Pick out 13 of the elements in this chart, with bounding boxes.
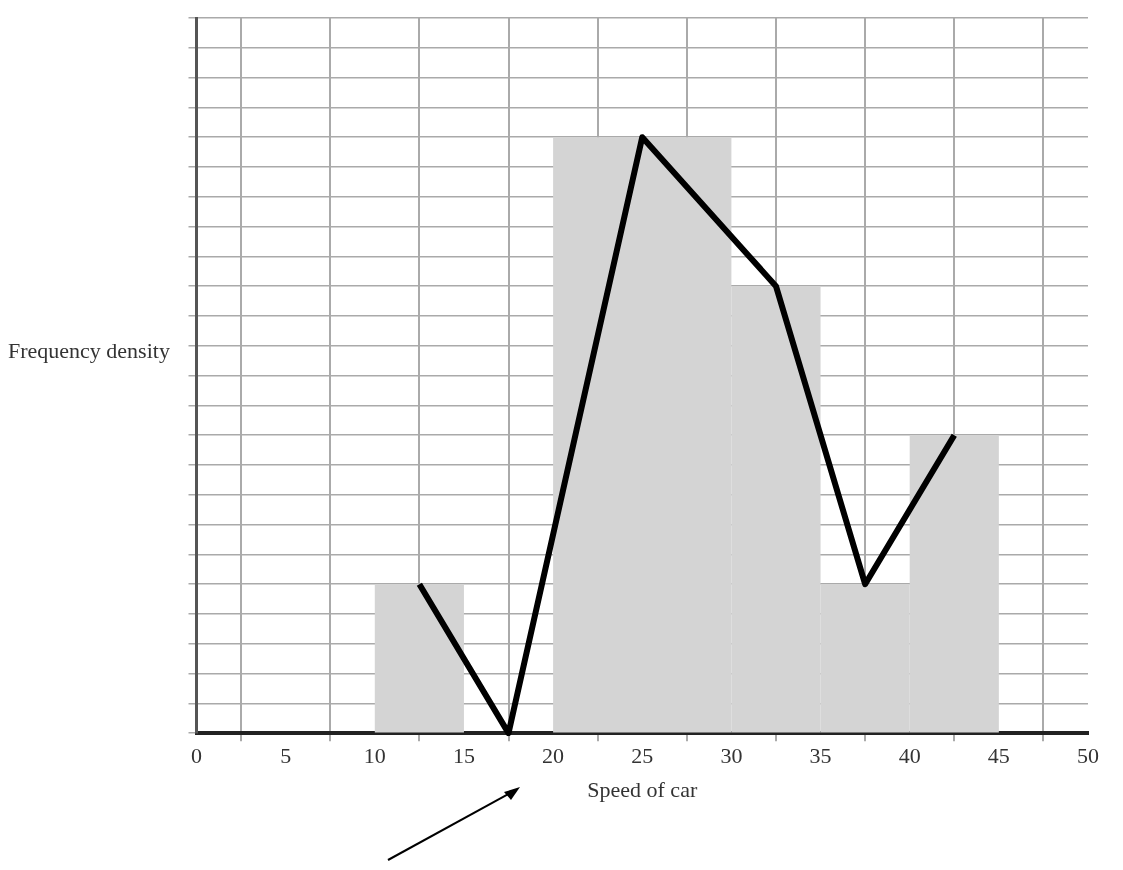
x-tick-label: 50 (1077, 743, 1099, 769)
x-tick-label: 35 (809, 743, 832, 769)
x-tick-label: 15 (452, 743, 475, 769)
x-tick-label: 25 (631, 743, 654, 769)
x-axis-title: Speed of car (587, 776, 698, 802)
x-tick-label: 5 (280, 743, 292, 769)
x-tick-label: 30 (720, 743, 743, 769)
x-tick-label: 45 (987, 743, 1010, 769)
x-tick-label: 10 (363, 743, 386, 769)
x-tick-label: 0 (191, 743, 202, 769)
x-tick-label: 40 (898, 743, 921, 769)
y-axis-title: Frequency density (8, 338, 171, 364)
x-tick-label: 20 (542, 743, 565, 769)
